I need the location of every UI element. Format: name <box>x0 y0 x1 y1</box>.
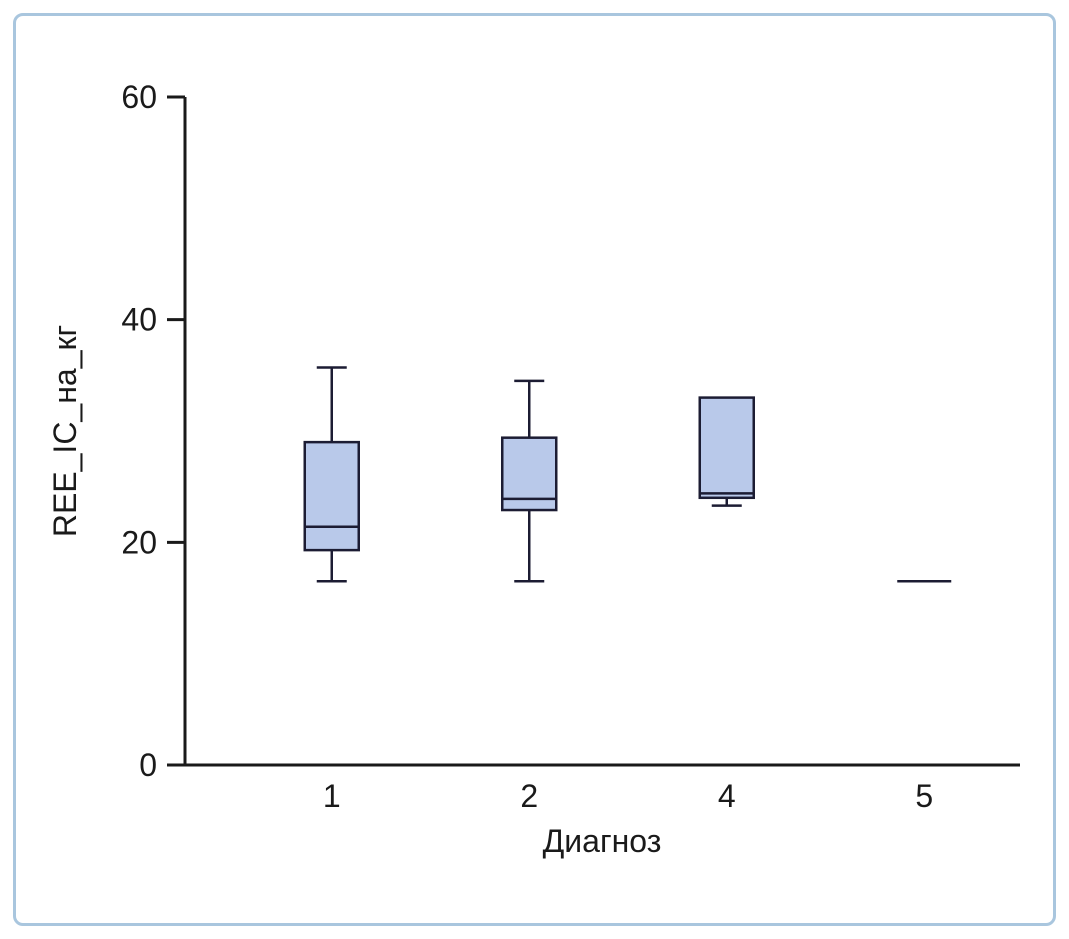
plot-layer: 0 20 40 60 1 2 4 5 <box>121 79 1020 814</box>
x-tick-label: 4 <box>718 778 736 814</box>
y-tick-label: 40 <box>121 302 157 338</box>
y-tick-label: 20 <box>121 524 157 560</box>
x-tick-label: 2 <box>520 778 538 814</box>
x-tick-label: 5 <box>915 778 933 814</box>
box <box>303 440 360 552</box>
x-axis-label: Диагноз <box>543 823 662 859</box>
x-tick-label: 1 <box>323 778 341 814</box>
box <box>698 396 755 500</box>
y-tick-label: 60 <box>121 79 157 115</box>
y-tick-label: 0 <box>139 747 157 783</box>
y-axis-label: REE_IC_на_кг <box>47 325 83 537</box>
